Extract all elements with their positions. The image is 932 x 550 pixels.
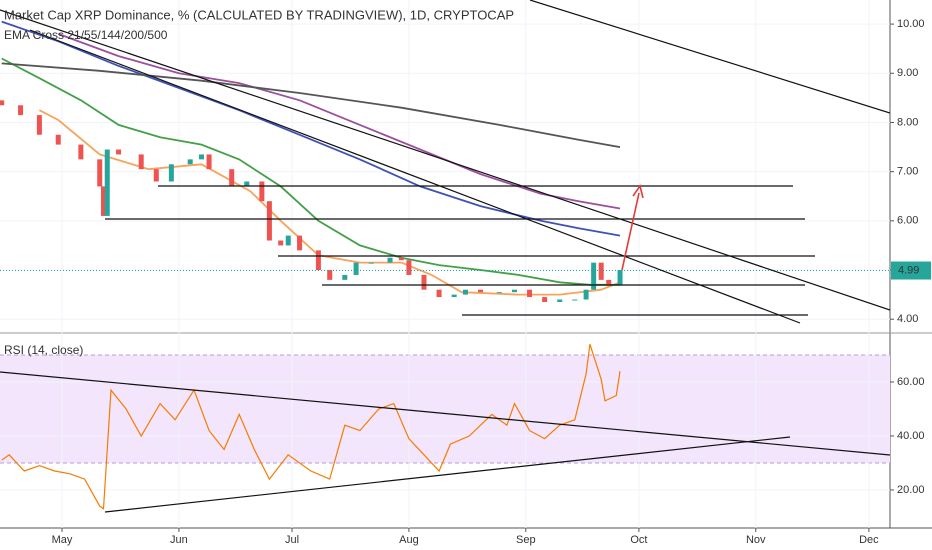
- candle-body: [342, 274, 348, 280]
- y-tick-label: 6.00: [897, 215, 918, 227]
- x-tick-label: May: [52, 534, 73, 546]
- candle-body: [78, 144, 84, 160]
- rsi-trend-line: [0, 371, 891, 456]
- candle-body: [387, 257, 393, 263]
- rsi-band-group: [0, 354, 890, 464]
- arrow-head: [632, 184, 644, 199]
- candle-body: [206, 154, 212, 170]
- candle-body: [259, 181, 265, 202]
- candle-body: [368, 262, 374, 264]
- candle-body: [462, 289, 468, 295]
- candle-body: [353, 262, 359, 275]
- y-tick-label: 4.00: [897, 313, 918, 325]
- x-tick-label: Sep: [516, 534, 536, 546]
- y-tick-label: 40.00: [897, 430, 925, 442]
- candle-body: [398, 257, 404, 261]
- ema-line: [38, 109, 621, 296]
- rsi-band: [0, 354, 890, 463]
- candle-body: [266, 201, 272, 241]
- candle-body: [511, 289, 517, 293]
- candle-body: [436, 289, 442, 298]
- axes: May Jun Jul Aug Sep Oct Nov Dec 10.00 9.00 8.00 7.0…: [52, 18, 931, 546]
- candle-body: [153, 169, 159, 182]
- candle-body: [104, 149, 110, 216]
- candle-body: [606, 279, 612, 285]
- marks: [0, 0, 890, 528]
- candle-body: [583, 289, 589, 300]
- candle-body: [244, 181, 250, 187]
- trend-line: [0, 9, 891, 311]
- candle-body: [572, 299, 578, 301]
- ema-line: [1, 62, 621, 148]
- x-tick-label: Aug: [399, 534, 419, 546]
- rsi-trend-line: [104, 436, 791, 513]
- candle-body: [542, 297, 548, 302]
- candle-body: [557, 299, 563, 302]
- ema-line: [1, 20, 621, 237]
- candle-body: [451, 294, 457, 298]
- candle-body: [36, 115, 42, 135]
- trend-line: [529, 0, 891, 114]
- x-tick-label: Jun: [170, 534, 188, 546]
- y-tick-label: 20.00: [897, 484, 925, 496]
- candle-body: [0, 100, 5, 106]
- candle-body: [285, 235, 291, 246]
- candle-body: [229, 169, 235, 187]
- candle-body: [55, 134, 61, 145]
- drawings: [0, 0, 891, 513]
- candle-body: [478, 289, 484, 293]
- candle-body: [527, 289, 533, 298]
- candle-body: [187, 159, 193, 165]
- candle-body: [199, 154, 205, 160]
- indicator-label: EMA Cross 21/55/144/200/500: [4, 28, 168, 42]
- chart-title: Market Cap XRP Dominance, % (CALCULATED …: [4, 7, 514, 22]
- candle-body: [496, 292, 502, 294]
- y-tick-label: 60.00: [897, 376, 925, 388]
- last-price-label: 4.99: [898, 264, 919, 276]
- trend-line: [29, 29, 801, 324]
- candle-body: [100, 186, 106, 216]
- rsi-line: [1, 344, 621, 510]
- ema-line: [1, 57, 620, 286]
- y-tick-label: 7.00: [897, 166, 918, 178]
- candle-body: [406, 260, 412, 275]
- candle-body: [421, 274, 427, 290]
- last-price-box: [891, 261, 931, 280]
- candle-body: [315, 250, 321, 271]
- candle-body: [97, 159, 103, 187]
- candle-body: [297, 235, 303, 251]
- candle-body: [591, 262, 597, 290]
- candle-body: [138, 154, 144, 170]
- x-tick-label: Dec: [859, 534, 879, 546]
- y-tick-label: 9.00: [897, 67, 918, 79]
- candle-body: [598, 262, 604, 280]
- candle-body: [168, 164, 174, 182]
- rsi-title: RSI (14, close): [4, 343, 83, 357]
- x-tick-label: Oct: [630, 534, 647, 546]
- candle-body: [617, 270, 623, 285]
- y-tick-label: 10.00: [897, 18, 925, 30]
- x-tick-label: Jul: [285, 534, 299, 546]
- candle-body: [116, 149, 122, 155]
- candle-body: [18, 105, 24, 116]
- candle-body: [327, 270, 333, 280]
- arrow: [621, 192, 640, 271]
- x-tick-label: Nov: [746, 534, 766, 546]
- candle-body: [278, 240, 284, 246]
- y-tick-label: 8.00: [897, 116, 918, 128]
